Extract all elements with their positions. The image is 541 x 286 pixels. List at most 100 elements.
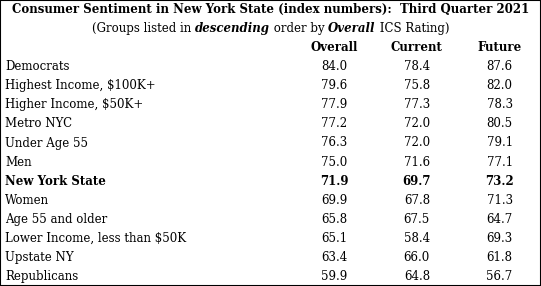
Bar <box>0 134 293 152</box>
Text: 69.9: 69.9 <box>321 194 347 207</box>
Bar <box>458 134 541 152</box>
Bar <box>293 38 375 57</box>
Bar <box>375 134 458 152</box>
Bar <box>458 152 541 172</box>
Bar <box>0 0 541 19</box>
Bar <box>375 95 458 114</box>
Text: 80.5: 80.5 <box>486 118 513 130</box>
Text: 84.0: 84.0 <box>321 60 347 73</box>
Text: Metro NYC: Metro NYC <box>5 118 72 130</box>
Bar <box>293 57 375 76</box>
Text: Overall: Overall <box>311 41 358 54</box>
Bar <box>293 134 375 152</box>
Bar <box>293 229 375 248</box>
Bar <box>375 210 458 229</box>
Bar <box>458 248 541 267</box>
Bar <box>458 229 541 248</box>
Text: 66.0: 66.0 <box>404 251 430 264</box>
Text: Lower Income, less than $50K: Lower Income, less than $50K <box>5 232 187 245</box>
Text: 69.7: 69.7 <box>403 175 431 188</box>
Text: 78.3: 78.3 <box>486 98 513 111</box>
Bar <box>375 172 458 191</box>
Text: New York State: New York State <box>5 175 106 188</box>
Text: 71.3: 71.3 <box>486 194 513 207</box>
Bar <box>0 191 293 210</box>
Bar <box>0 57 293 76</box>
Text: 64.8: 64.8 <box>404 270 430 283</box>
Bar <box>293 114 375 134</box>
Text: Republicans: Republicans <box>5 270 78 283</box>
Bar <box>375 76 458 95</box>
Text: Women: Women <box>5 194 50 207</box>
Bar <box>0 267 293 286</box>
Text: order by: order by <box>270 22 328 35</box>
Bar <box>375 229 458 248</box>
Text: 63.4: 63.4 <box>321 251 347 264</box>
Text: 73.2: 73.2 <box>485 175 514 188</box>
Text: ICS Rating): ICS Rating) <box>375 22 449 35</box>
Text: 59.9: 59.9 <box>321 270 347 283</box>
Bar <box>375 152 458 172</box>
Bar <box>293 152 375 172</box>
Text: Under Age 55: Under Age 55 <box>5 136 88 150</box>
Text: Current: Current <box>391 41 443 54</box>
Text: 77.9: 77.9 <box>321 98 347 111</box>
Text: 76.3: 76.3 <box>321 136 347 150</box>
Text: Highest Income, $100K+: Highest Income, $100K+ <box>5 79 156 92</box>
Bar <box>0 95 293 114</box>
Text: 75.0: 75.0 <box>321 156 347 168</box>
Bar <box>293 76 375 95</box>
Bar <box>375 114 458 134</box>
Bar <box>0 38 293 57</box>
Bar <box>458 191 541 210</box>
Text: Men: Men <box>5 156 32 168</box>
Text: 72.0: 72.0 <box>404 118 430 130</box>
Bar <box>375 191 458 210</box>
Text: Age 55 and older: Age 55 and older <box>5 213 108 226</box>
Text: 61.8: 61.8 <box>486 251 513 264</box>
Text: 82.0: 82.0 <box>486 79 513 92</box>
Bar <box>293 191 375 210</box>
Bar <box>0 19 541 38</box>
Text: 69.3: 69.3 <box>486 232 513 245</box>
Text: Upstate NY: Upstate NY <box>5 251 74 264</box>
Bar <box>458 57 541 76</box>
Bar <box>458 267 541 286</box>
Text: 87.6: 87.6 <box>486 60 513 73</box>
Text: 56.7: 56.7 <box>486 270 513 283</box>
Text: 77.2: 77.2 <box>321 118 347 130</box>
Bar <box>0 76 293 95</box>
Bar <box>458 210 541 229</box>
Text: 67.8: 67.8 <box>404 194 430 207</box>
Bar <box>293 95 375 114</box>
Text: 71.9: 71.9 <box>320 175 348 188</box>
Text: 79.6: 79.6 <box>321 79 347 92</box>
Bar <box>375 267 458 286</box>
Bar <box>293 248 375 267</box>
Bar <box>0 114 293 134</box>
Bar <box>293 267 375 286</box>
Text: 65.8: 65.8 <box>321 213 347 226</box>
Text: 64.7: 64.7 <box>486 213 513 226</box>
Text: 72.0: 72.0 <box>404 136 430 150</box>
Text: 78.4: 78.4 <box>404 60 430 73</box>
Text: Consumer Sentiment in New York State (index numbers):  Third Quarter 2021: Consumer Sentiment in New York State (in… <box>12 3 529 16</box>
Bar <box>0 248 293 267</box>
Text: 67.5: 67.5 <box>404 213 430 226</box>
Text: Future: Future <box>478 41 522 54</box>
Text: 75.8: 75.8 <box>404 79 430 92</box>
Text: 71.6: 71.6 <box>404 156 430 168</box>
Bar <box>375 248 458 267</box>
Bar <box>0 172 293 191</box>
Text: 65.1: 65.1 <box>321 232 347 245</box>
Bar <box>0 152 293 172</box>
Bar <box>375 38 458 57</box>
Text: Higher Income, $50K+: Higher Income, $50K+ <box>5 98 144 111</box>
Text: 77.1: 77.1 <box>486 156 513 168</box>
Bar <box>0 210 293 229</box>
Bar <box>293 172 375 191</box>
Text: Overall: Overall <box>328 22 375 35</box>
Text: (Groups listed in: (Groups listed in <box>92 22 195 35</box>
Text: 77.3: 77.3 <box>404 98 430 111</box>
Text: 79.1: 79.1 <box>486 136 513 150</box>
